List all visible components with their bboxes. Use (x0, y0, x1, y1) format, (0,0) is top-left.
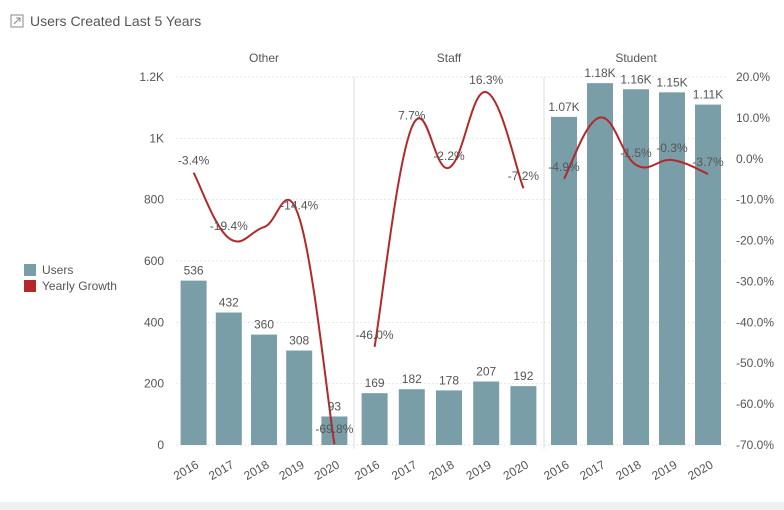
bar (473, 381, 500, 445)
bar (398, 389, 425, 445)
expand-icon[interactable] (10, 14, 24, 28)
bar-data-label: 1.16K (620, 72, 651, 86)
growth-series-line (373, 91, 525, 348)
bar (659, 92, 685, 445)
y-right-tick-label: -20.0% (736, 234, 774, 248)
legend-label-yearly-growth: Yearly Growth (42, 279, 117, 293)
growth-data-label: -4.9% (548, 160, 580, 174)
x-tick-label: 2019 (464, 457, 494, 483)
bar-data-label: 1.07K (548, 100, 579, 114)
bar-data-label: 207 (476, 365, 496, 379)
bar (286, 350, 313, 445)
growth-data-label: -3.4% (178, 154, 210, 168)
growth-data-label: -0.3% (656, 141, 688, 155)
bar-data-label: 169 (365, 376, 385, 390)
bar-data-label: 1.11K (693, 88, 723, 102)
bar (436, 390, 462, 445)
bar-data-label: 93 (328, 399, 342, 413)
y-right-tick-label: -10.0% (736, 193, 774, 207)
legend-item-users[interactable]: Users (24, 262, 117, 278)
y-right-tick-label: 10.0% (736, 111, 770, 125)
bar-data-label: 178 (439, 373, 459, 387)
bar (623, 89, 649, 446)
legend-label-users: Users (42, 263, 74, 277)
y-left-tick-label: 1K (149, 131, 164, 145)
chart-header: Users Created Last 5 Years (10, 10, 201, 32)
growth-data-label: -3.7% (692, 155, 724, 169)
bar (361, 393, 388, 445)
bar (551, 116, 577, 445)
y-right-tick-label: -70.0% (736, 438, 774, 452)
y-right-tick-label: -30.0% (736, 274, 774, 288)
x-tick-label: 2016 (541, 457, 571, 483)
bar-data-label: 432 (219, 296, 239, 310)
growth-series-line (192, 172, 336, 445)
y-left-tick-label: 1.2K (139, 70, 164, 84)
growth-series-line (563, 116, 709, 180)
y-right-tick-label: -50.0% (736, 356, 774, 370)
y-left-tick-label: 800 (144, 193, 164, 207)
bar-data-label: 360 (254, 318, 274, 332)
panel-title: Student (615, 51, 657, 65)
y-right-tick-label: 20.0% (736, 70, 770, 84)
growth-data-label: -19.4% (210, 219, 248, 233)
growth-data-label: 16.3% (469, 73, 503, 87)
x-tick-label: 2020 (501, 457, 531, 483)
bar-data-label: 1.18K (584, 66, 615, 80)
bar (251, 334, 277, 445)
growth-data-label: 7.7% (398, 108, 426, 122)
x-tick-label: 2018 (613, 457, 643, 483)
legend-item-yearly-growth[interactable]: Yearly Growth (24, 278, 117, 294)
x-tick-label: 2017 (389, 457, 419, 483)
x-tick-label: 2016 (352, 457, 382, 483)
x-tick-label: 2017 (206, 457, 236, 483)
bar-data-label: 308 (289, 334, 309, 348)
bottom-scroll-strip (0, 502, 784, 510)
x-tick-label: 2019 (277, 457, 307, 483)
y-left-tick-label: 600 (144, 254, 164, 268)
bar (587, 83, 613, 445)
panel-title: Other (249, 51, 279, 65)
x-tick-label: 2020 (312, 457, 342, 483)
growth-data-label: -2.2% (433, 149, 465, 163)
chart-title: Users Created Last 5 Years (30, 13, 202, 29)
panel-title: Staff (437, 51, 462, 65)
y-left-tick-label: 0 (157, 438, 164, 452)
bar-data-label: 536 (184, 264, 204, 278)
y-right-tick-label: -60.0% (736, 397, 774, 411)
y-right-tick-label: 0.0% (736, 152, 764, 166)
chart-legend: Users Yearly Growth (24, 262, 117, 294)
x-tick-label: 2020 (685, 457, 715, 483)
bar-data-label: 182 (402, 372, 422, 386)
growth-data-label: -1.5% (620, 146, 652, 160)
bar (695, 104, 721, 445)
x-tick-label: 2017 (577, 457, 607, 483)
bar-data-label: 192 (513, 369, 533, 383)
x-tick-label: 2016 (171, 457, 201, 483)
growth-data-label: -46.0% (356, 328, 394, 342)
legend-swatch-users (24, 264, 36, 276)
y-right-tick-label: -40.0% (736, 315, 774, 329)
growth-data-label: -69.8% (315, 422, 353, 436)
bar (215, 312, 242, 445)
bar (180, 280, 207, 445)
y-left-tick-label: 200 (144, 377, 164, 391)
y-left-tick-label: 400 (144, 315, 164, 329)
x-tick-label: 2018 (426, 457, 456, 483)
x-tick-label: 2019 (649, 457, 679, 483)
legend-swatch-yearly-growth (24, 280, 36, 292)
bar (510, 386, 537, 445)
growth-data-label: -7.2% (508, 169, 540, 183)
x-tick-label: 2018 (241, 457, 271, 483)
growth-data-label: -14.4% (280, 199, 318, 213)
bar-data-label: 1.15K (656, 75, 687, 89)
